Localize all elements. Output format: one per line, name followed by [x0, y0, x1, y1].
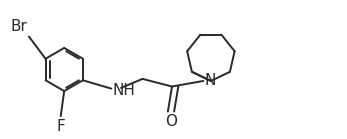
Text: N: N: [204, 74, 216, 88]
Text: O: O: [165, 114, 177, 129]
Text: Br: Br: [10, 19, 27, 34]
Text: NH: NH: [113, 83, 136, 97]
Text: F: F: [56, 119, 65, 134]
